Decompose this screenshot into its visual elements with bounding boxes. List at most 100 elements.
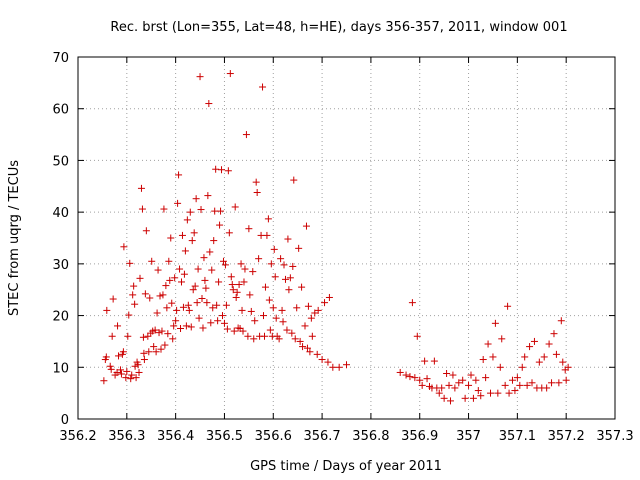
data-point xyxy=(189,286,197,294)
data-point xyxy=(505,389,513,397)
data-point xyxy=(220,319,228,327)
x-tick-label: 357 xyxy=(456,429,481,444)
data-point xyxy=(214,317,222,325)
data-point xyxy=(168,299,176,307)
data-point xyxy=(263,231,271,239)
data-point xyxy=(449,371,457,379)
data-point xyxy=(280,261,288,269)
data-point xyxy=(518,363,526,371)
data-point xyxy=(178,231,186,239)
data-point xyxy=(408,299,416,307)
data-point xyxy=(165,257,173,265)
data-point xyxy=(421,357,429,365)
data-point xyxy=(206,248,214,256)
data-point xyxy=(131,362,139,370)
data-point xyxy=(416,376,424,384)
data-point xyxy=(182,322,190,330)
data-point xyxy=(550,330,558,338)
data-point xyxy=(545,340,553,348)
data-point xyxy=(186,208,194,216)
data-point xyxy=(250,335,258,343)
data-point xyxy=(233,288,241,296)
data-point xyxy=(102,353,110,361)
data-point xyxy=(559,358,567,366)
data-point xyxy=(146,294,154,302)
data-point xyxy=(224,167,232,175)
data-point xyxy=(228,281,236,289)
data-point xyxy=(226,70,234,78)
data-point xyxy=(477,392,485,400)
data-point xyxy=(281,275,289,283)
data-point xyxy=(157,345,165,353)
data-point xyxy=(108,332,116,340)
data-point xyxy=(173,306,181,314)
data-point xyxy=(314,306,322,314)
data-point xyxy=(307,314,315,322)
data-point xyxy=(114,322,122,330)
data-point xyxy=(107,365,115,373)
data-point xyxy=(174,199,182,207)
data-point xyxy=(212,165,220,173)
data-point xyxy=(446,397,454,405)
data-point xyxy=(491,319,499,327)
data-point xyxy=(482,374,490,382)
data-point xyxy=(494,389,502,397)
data-point xyxy=(435,389,443,397)
y-tick-label: 10 xyxy=(52,361,69,376)
data-point xyxy=(329,363,337,371)
data-point xyxy=(535,358,543,366)
data-point xyxy=(459,376,467,384)
data-point xyxy=(277,255,285,263)
data-point xyxy=(516,381,524,389)
y-tick-label: 70 xyxy=(52,51,69,66)
data-point xyxy=(229,286,237,294)
data-point xyxy=(205,100,213,108)
data-point xyxy=(318,356,326,364)
data-point xyxy=(117,370,125,378)
data-point xyxy=(562,376,570,384)
data-point xyxy=(223,325,231,333)
data-point xyxy=(161,341,169,349)
data-point xyxy=(335,363,343,371)
data-point xyxy=(306,348,314,356)
data-point xyxy=(191,282,199,290)
data-point xyxy=(216,221,224,229)
data-point xyxy=(129,291,137,299)
data-point xyxy=(187,323,195,331)
x-tick-label: 357.2 xyxy=(548,429,585,444)
data-point xyxy=(293,304,301,312)
data-point xyxy=(109,295,117,303)
data-point xyxy=(266,326,274,334)
data-point xyxy=(222,301,230,309)
data-point xyxy=(295,244,303,252)
data-point xyxy=(402,371,410,379)
data-point xyxy=(504,302,512,310)
x-tick-label: 356.4 xyxy=(157,429,194,444)
data-point xyxy=(325,293,333,301)
data-point xyxy=(461,394,469,402)
data-point xyxy=(142,227,150,235)
data-point xyxy=(285,286,293,294)
data-point xyxy=(215,278,223,286)
data-point xyxy=(144,332,152,340)
data-point xyxy=(438,384,446,392)
data-points xyxy=(100,70,572,405)
data-point xyxy=(240,278,248,286)
grid-lines xyxy=(78,57,615,419)
data-point xyxy=(209,304,217,312)
data-point xyxy=(175,171,183,179)
data-point xyxy=(141,290,149,298)
data-point xyxy=(265,296,273,304)
data-point xyxy=(135,368,143,376)
y-axis-label: STEC from uqrg / TECUs xyxy=(7,160,22,316)
data-point xyxy=(284,235,292,243)
data-point xyxy=(197,206,205,214)
data-point xyxy=(238,306,246,314)
data-point xyxy=(469,394,477,402)
data-point xyxy=(166,276,174,284)
data-point xyxy=(116,366,124,374)
data-point xyxy=(125,311,133,319)
y-tick-label: 20 xyxy=(52,310,69,325)
data-point xyxy=(210,237,218,245)
data-point xyxy=(324,358,332,366)
